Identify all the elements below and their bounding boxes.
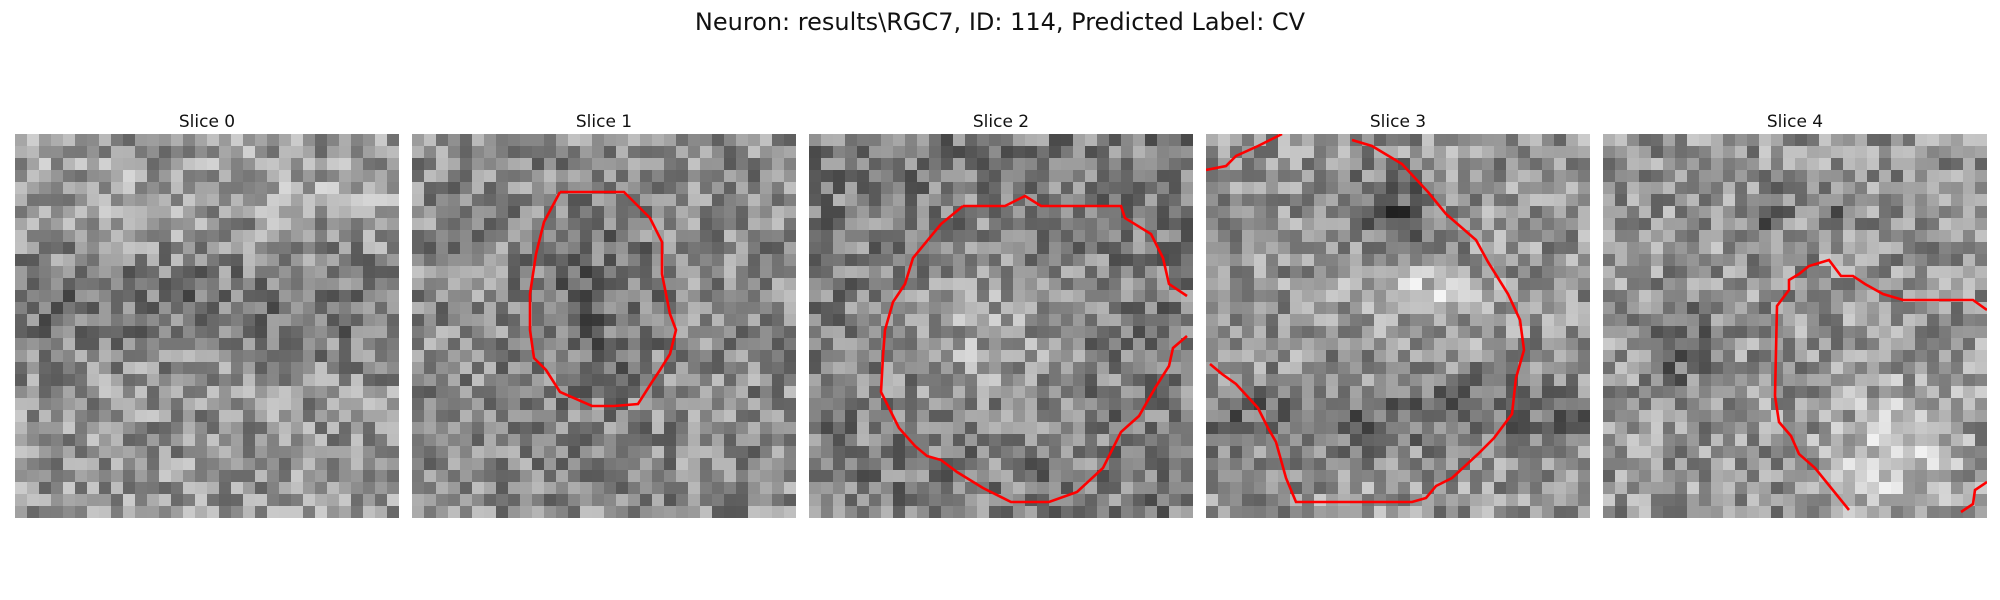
slice-panel-4: Slice 4 (1603, 110, 1987, 518)
slice-image (412, 134, 796, 518)
slice-image (1206, 134, 1590, 518)
slice-image-pixels (412, 134, 796, 518)
slice-image (1603, 134, 1987, 518)
slice-image (15, 134, 399, 518)
slice-panel-0: Slice 0 (15, 110, 399, 518)
slice-title: Slice 3 (1369, 112, 1427, 132)
contour-overlay (528, 190, 678, 408)
cell-contour (1960, 480, 1987, 514)
slice-image-pixels (15, 134, 399, 518)
figure-title: Neuron: results\RGC7, ID: 114, Predicted… (694, 8, 1306, 36)
contour-overlay (879, 194, 1188, 504)
slice-panel-1: Slice 1 (412, 110, 796, 518)
contour-overlay (15, 134, 399, 518)
slice-title: Slice 4 (1766, 112, 1824, 132)
slice-image (809, 134, 1193, 518)
cell-contour (963, 194, 1188, 298)
cell-contour (528, 190, 678, 408)
slice-image-pixels (1603, 134, 1987, 518)
slice-image-pixels (1206, 134, 1590, 518)
cell-contour (1209, 138, 1526, 504)
slice-panel-2: Slice 2 (809, 110, 1193, 518)
slice-title: Slice 2 (972, 112, 1030, 132)
slice-title: Slice 1 (575, 112, 633, 132)
contour-overlay (1773, 258, 1987, 514)
contour-overlay (1206, 134, 1526, 504)
cell-contour (879, 204, 1188, 504)
slice-title: Slice 0 (178, 112, 236, 132)
slice-panel-3: Slice 3 (1206, 110, 1590, 518)
slice-image-pixels (809, 134, 1193, 518)
cell-contour (1773, 258, 1987, 511)
cell-contour (1206, 134, 1283, 172)
